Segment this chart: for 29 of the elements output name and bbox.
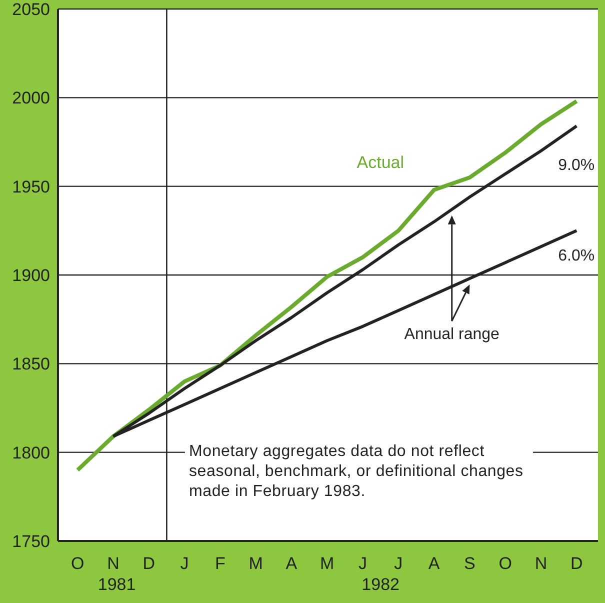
- x-tick-label: S: [464, 554, 476, 574]
- annotation: Monetary aggregates data do not reflect seasonal, benchmark, or definitional changes made in February 1983.: [185, 440, 533, 504]
- x-tick-label: J: [180, 554, 189, 574]
- x-tick-label: N: [107, 554, 120, 574]
- x-tick-label: O: [498, 554, 512, 574]
- y-tick-label: 2000: [12, 88, 50, 108]
- y-tick-label: 1750: [12, 532, 50, 552]
- text: 1982: [362, 575, 400, 594]
- annotation: Annual range: [404, 326, 500, 344]
- x-tick-label: N: [534, 554, 548, 574]
- x-tick-label: M: [320, 554, 334, 574]
- x-tick-label: F: [214, 554, 226, 574]
- text: 1981: [98, 575, 136, 594]
- series-label: 6.0%: [558, 248, 595, 265]
- x-tick-label: J: [358, 554, 367, 574]
- x-tick-label: A: [286, 554, 298, 574]
- x-tick-label: O: [70, 554, 84, 574]
- y-tick-label: 1850: [12, 354, 50, 374]
- series-label: 9.0%: [558, 157, 595, 174]
- x-tick-label: A: [428, 554, 440, 574]
- x-tick-label: D: [142, 554, 156, 574]
- x-tick-label: J: [394, 554, 403, 574]
- y-tick-label: 2050: [12, 0, 50, 20]
- y-tick-label: 1800: [12, 443, 50, 462]
- y-tick-label: 1900: [12, 266, 50, 286]
- text: Actual: [356, 152, 404, 172]
- x-tick-label: D: [570, 554, 583, 574]
- y-tick-label: 1950: [12, 177, 50, 196]
- x-tick-label: M: [248, 554, 263, 574]
